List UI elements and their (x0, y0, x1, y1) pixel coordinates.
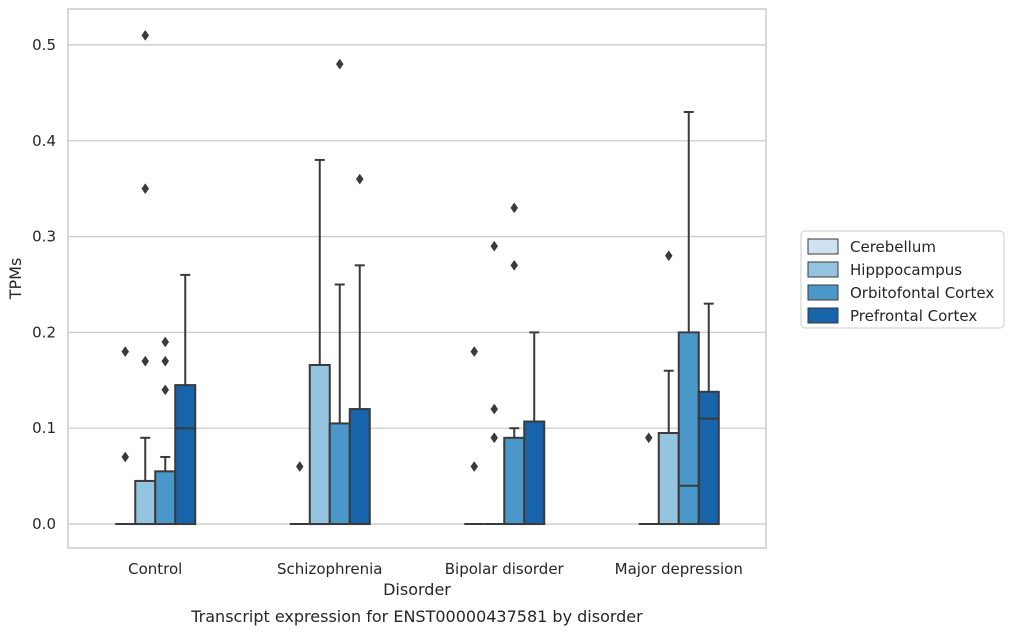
chart-title: Transcript expression for ENST0000043758… (190, 607, 643, 626)
outlier-point (141, 29, 150, 41)
outlier-point (141, 355, 150, 367)
x-tick-label: Control (128, 560, 182, 578)
y-tick-labels: 0.0 0.1 0.2 0.3 0.4 0.5 (32, 36, 56, 533)
box-group (638, 432, 659, 526)
outlier-point (161, 384, 170, 396)
box-group (503, 202, 526, 526)
outlier-point (510, 202, 519, 214)
outlier-point (664, 250, 673, 262)
y-tick-label: 0.0 (32, 515, 56, 533)
legend-swatch (807, 238, 839, 255)
box-layer (115, 29, 720, 526)
outlier-point (295, 461, 304, 472)
box-group (174, 273, 197, 526)
y-tick-label: 0.4 (32, 132, 56, 150)
legend-label: Cerebellum (850, 238, 936, 256)
box-group (115, 346, 136, 526)
x-tick-label: Schizophrenia (277, 560, 382, 578)
legend-frame (800, 230, 1005, 329)
legend-swatch (807, 307, 839, 324)
x-tick-label: Bipolar disorder (445, 560, 565, 578)
box (174, 384, 197, 526)
legend-label: Orbitofontal Cortex (850, 284, 994, 302)
legend: Cerebellum Hipppocampus Orbitofontal Corte… (800, 230, 1005, 329)
box-group (523, 331, 546, 526)
outlier-point (470, 461, 479, 472)
x-tick-labels: Control Schizophrenia Bipolar disorder Majo… (128, 560, 743, 578)
box-group (657, 250, 680, 526)
box-group (677, 111, 700, 526)
x-tick-label: Major depression (615, 560, 743, 578)
outlier-point (490, 432, 499, 444)
box-group (308, 158, 331, 526)
box (523, 420, 546, 526)
box-group (697, 302, 720, 526)
outlier-point (141, 183, 150, 195)
outlier-point (121, 451, 130, 463)
box-group (348, 173, 371, 526)
box (328, 422, 351, 526)
outlier-point (335, 58, 344, 70)
outlier-point (490, 403, 499, 415)
legend-swatch (807, 284, 839, 301)
outlier-point (644, 432, 653, 444)
x-axis-label: Disorder (383, 580, 451, 599)
box (134, 479, 157, 526)
plot-area-frame (67, 8, 767, 549)
outlier-point (470, 346, 479, 357)
box-group (134, 29, 157, 526)
outlier-point (510, 259, 519, 271)
outlier-point (355, 173, 364, 185)
box (503, 436, 526, 526)
box-group (289, 461, 310, 526)
legend-swatch (807, 261, 839, 278)
box-group (328, 58, 351, 526)
box (677, 331, 700, 526)
y-tick-label: 0.2 (32, 323, 56, 341)
box-group (484, 240, 505, 526)
outlier-point (490, 240, 499, 252)
box (697, 390, 720, 526)
box (657, 432, 680, 526)
box (308, 363, 331, 526)
outlier-point (161, 355, 170, 367)
outlier-point (121, 346, 130, 357)
y-axis-label: TPMs (6, 258, 25, 301)
box-group (154, 336, 177, 526)
y-tick-label: 0.3 (32, 228, 56, 246)
legend-label: Hipppocampus (850, 261, 962, 279)
legend-label: Prefrontal Cortex (850, 307, 977, 325)
box (348, 408, 371, 526)
y-tick-label: 0.1 (32, 419, 56, 437)
y-tick-label: 0.5 (32, 36, 56, 54)
box-group (464, 346, 485, 526)
box (154, 470, 177, 526)
outlier-point (161, 336, 170, 348)
